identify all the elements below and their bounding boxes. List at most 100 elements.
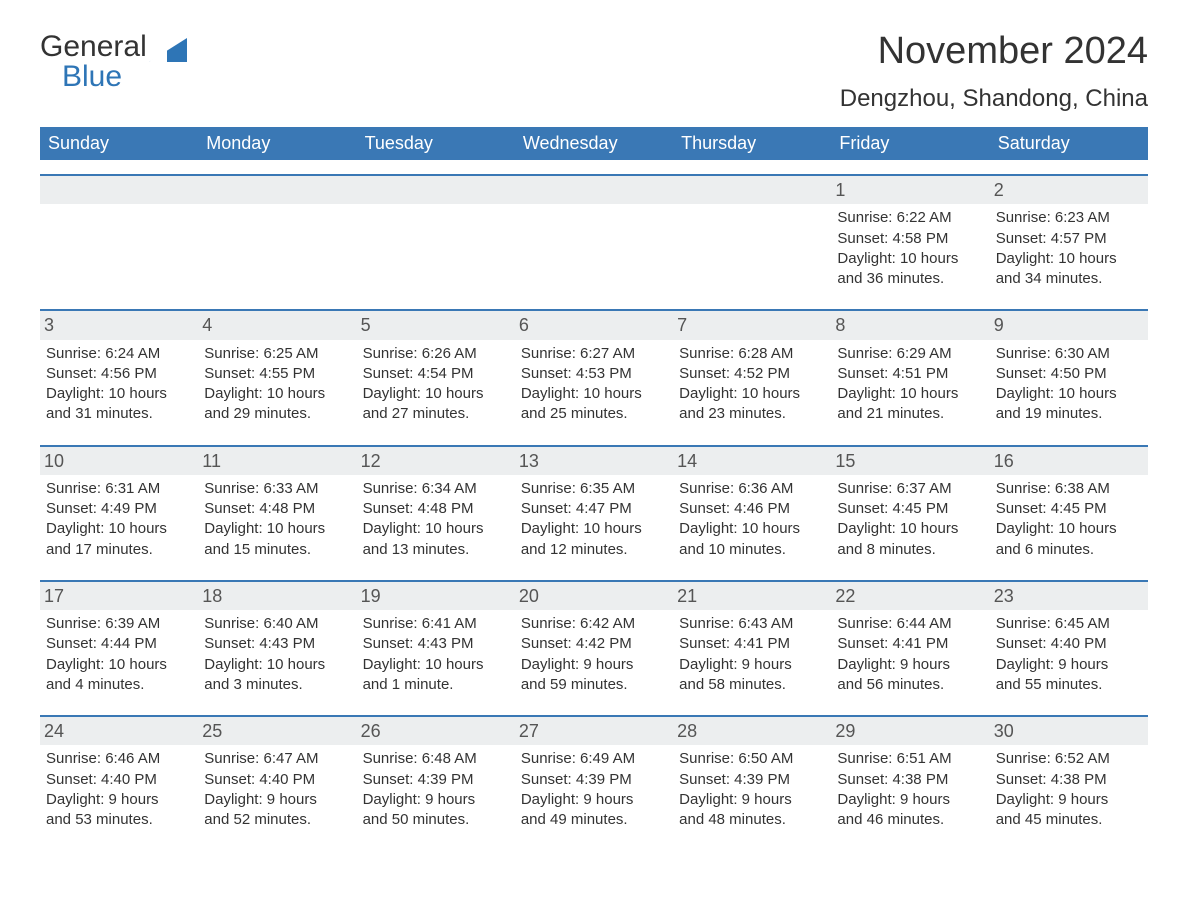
day-sunrise: Sunrise: 6:25 AM — [204, 344, 350, 364]
day-header: Saturday — [990, 127, 1148, 160]
day-dl2: and 13 minutes. — [363, 540, 509, 560]
day-number: 10 — [40, 445, 198, 475]
day-sunset: Sunset: 4:38 PM — [996, 770, 1142, 790]
day-dl1: Daylight: 9 hours — [837, 655, 983, 675]
day-number: . — [673, 174, 831, 204]
day-sunset: Sunset: 4:47 PM — [521, 499, 667, 519]
day-sunrise: Sunrise: 6:46 AM — [46, 749, 192, 769]
day-dl1: Daylight: 10 hours — [679, 384, 825, 404]
calendar-day: 2Sunrise: 6:23 AMSunset: 4:57 PMDaylight… — [990, 174, 1148, 295]
day-number: 9 — [990, 309, 1148, 339]
day-sunrise: Sunrise: 6:44 AM — [837, 614, 983, 634]
calendar-day: 25Sunrise: 6:47 AMSunset: 4:40 PMDayligh… — [198, 715, 356, 836]
day-dl2: and 36 minutes. — [837, 269, 983, 289]
day-dl1: Daylight: 10 hours — [679, 519, 825, 539]
day-dl2: and 8 minutes. — [837, 540, 983, 560]
day-number: 27 — [515, 715, 673, 745]
day-sunset: Sunset: 4:50 PM — [996, 364, 1142, 384]
day-sunrise: Sunrise: 6:34 AM — [363, 479, 509, 499]
day-sunrise: Sunrise: 6:52 AM — [996, 749, 1142, 769]
day-sunrise: Sunrise: 6:37 AM — [837, 479, 983, 499]
calendar-day: 24Sunrise: 6:46 AMSunset: 4:40 PMDayligh… — [40, 715, 198, 836]
day-dl2: and 53 minutes. — [46, 810, 192, 830]
day-sunrise: Sunrise: 6:29 AM — [837, 344, 983, 364]
day-dl2: and 49 minutes. — [521, 810, 667, 830]
day-number: 11 — [198, 445, 356, 475]
day-sunset: Sunset: 4:40 PM — [46, 770, 192, 790]
day-number: 21 — [673, 580, 831, 610]
day-dl1: Daylight: 9 hours — [46, 790, 192, 810]
day-dl2: and 1 minute. — [363, 675, 509, 695]
day-sunset: Sunset: 4:39 PM — [363, 770, 509, 790]
day-dl2: and 29 minutes. — [204, 404, 350, 424]
calendar-day: 14Sunrise: 6:36 AMSunset: 4:46 PMDayligh… — [673, 445, 831, 566]
day-number: 19 — [357, 580, 515, 610]
calendar-day: 29Sunrise: 6:51 AMSunset: 4:38 PMDayligh… — [831, 715, 989, 836]
day-dl2: and 50 minutes. — [363, 810, 509, 830]
day-dl1: Daylight: 10 hours — [996, 519, 1142, 539]
day-sunrise: Sunrise: 6:47 AM — [204, 749, 350, 769]
day-dl2: and 6 minutes. — [996, 540, 1142, 560]
day-sunset: Sunset: 4:45 PM — [996, 499, 1142, 519]
day-number: 2 — [990, 174, 1148, 204]
day-dl2: and 46 minutes. — [837, 810, 983, 830]
day-dl2: and 4 minutes. — [46, 675, 192, 695]
day-number: 5 — [357, 309, 515, 339]
day-dl1: Daylight: 9 hours — [679, 790, 825, 810]
day-sunrise: Sunrise: 6:23 AM — [996, 208, 1142, 228]
day-sunset: Sunset: 4:42 PM — [521, 634, 667, 654]
calendar-day: 19Sunrise: 6:41 AMSunset: 4:43 PMDayligh… — [357, 580, 515, 701]
day-sunrise: Sunrise: 6:33 AM — [204, 479, 350, 499]
day-sunset: Sunset: 4:43 PM — [204, 634, 350, 654]
day-dl2: and 59 minutes. — [521, 675, 667, 695]
calendar: SundayMondayTuesdayWednesdayThursdayFrid… — [40, 127, 1148, 836]
day-sunrise: Sunrise: 6:22 AM — [837, 208, 983, 228]
day-sunrise: Sunrise: 6:40 AM — [204, 614, 350, 634]
day-sunset: Sunset: 4:52 PM — [679, 364, 825, 384]
day-number: . — [40, 174, 198, 204]
day-sunset: Sunset: 4:46 PM — [679, 499, 825, 519]
day-number: 20 — [515, 580, 673, 610]
day-number: 29 — [831, 715, 989, 745]
day-dl1: Daylight: 10 hours — [204, 519, 350, 539]
day-sunrise: Sunrise: 6:38 AM — [996, 479, 1142, 499]
calendar-day: 15Sunrise: 6:37 AMSunset: 4:45 PMDayligh… — [831, 445, 989, 566]
day-header: Monday — [198, 127, 356, 160]
day-sunset: Sunset: 4:44 PM — [46, 634, 192, 654]
day-dl2: and 19 minutes. — [996, 404, 1142, 424]
day-number: 28 — [673, 715, 831, 745]
day-dl1: Daylight: 10 hours — [996, 384, 1142, 404]
calendar-day: 3Sunrise: 6:24 AMSunset: 4:56 PMDaylight… — [40, 309, 198, 430]
day-dl2: and 31 minutes. — [46, 404, 192, 424]
calendar-day: 27Sunrise: 6:49 AMSunset: 4:39 PMDayligh… — [515, 715, 673, 836]
day-sunrise: Sunrise: 6:24 AM — [46, 344, 192, 364]
day-sunrise: Sunrise: 6:45 AM — [996, 614, 1142, 634]
day-header: Thursday — [673, 127, 831, 160]
calendar-day: . — [673, 174, 831, 295]
day-number: 16 — [990, 445, 1148, 475]
calendar-day: 6Sunrise: 6:27 AMSunset: 4:53 PMDaylight… — [515, 309, 673, 430]
day-dl1: Daylight: 9 hours — [363, 790, 509, 810]
calendar-day: 8Sunrise: 6:29 AMSunset: 4:51 PMDaylight… — [831, 309, 989, 430]
day-dl1: Daylight: 9 hours — [679, 655, 825, 675]
day-number: 22 — [831, 580, 989, 610]
day-sunset: Sunset: 4:49 PM — [46, 499, 192, 519]
calendar-day: 9Sunrise: 6:30 AMSunset: 4:50 PMDaylight… — [990, 309, 1148, 430]
day-sunset: Sunset: 4:41 PM — [679, 634, 825, 654]
day-number: 18 — [198, 580, 356, 610]
day-number: 13 — [515, 445, 673, 475]
day-sunrise: Sunrise: 6:35 AM — [521, 479, 667, 499]
day-number: 3 — [40, 309, 198, 339]
day-header: Wednesday — [515, 127, 673, 160]
day-sunrise: Sunrise: 6:43 AM — [679, 614, 825, 634]
calendar-week: 17Sunrise: 6:39 AMSunset: 4:44 PMDayligh… — [40, 580, 1148, 701]
day-dl2: and 17 minutes. — [46, 540, 192, 560]
day-number: 8 — [831, 309, 989, 339]
calendar-day: . — [40, 174, 198, 295]
day-number: 7 — [673, 309, 831, 339]
day-number: 4 — [198, 309, 356, 339]
day-dl1: Daylight: 10 hours — [837, 384, 983, 404]
day-sunset: Sunset: 4:39 PM — [521, 770, 667, 790]
day-dl1: Daylight: 10 hours — [204, 384, 350, 404]
calendar-day: 20Sunrise: 6:42 AMSunset: 4:42 PMDayligh… — [515, 580, 673, 701]
